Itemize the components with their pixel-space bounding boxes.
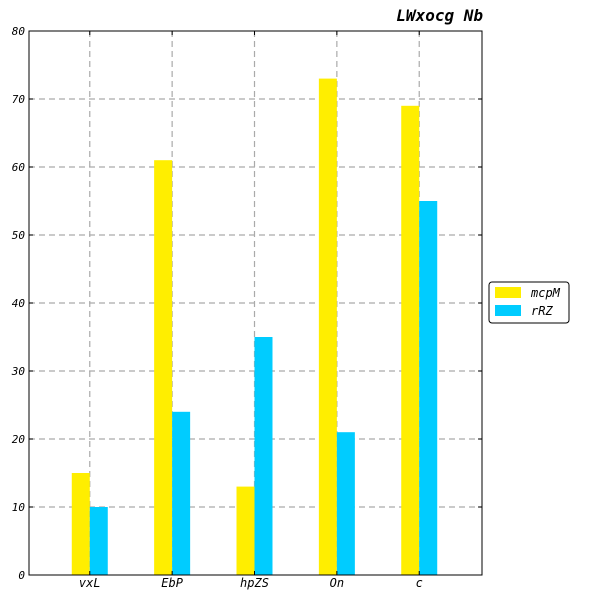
bar-mcpM-vxL xyxy=(72,473,90,575)
bar-mcpM-On xyxy=(319,79,337,575)
legend-label-rRZ: rRZ xyxy=(531,304,553,318)
bar-rRZ-vxL xyxy=(90,507,108,575)
legend-swatch-mcpM xyxy=(495,287,521,298)
y-tick-label: 70 xyxy=(12,93,26,106)
bar-mcpM-hpZS xyxy=(237,487,255,575)
legend-label-mcpM: mcpM xyxy=(530,286,561,300)
chart-title: LWxocg Nb xyxy=(396,6,483,25)
y-tick-label: 40 xyxy=(12,297,26,310)
y-tick-label: 20 xyxy=(12,433,26,446)
legend-swatch-rRZ xyxy=(495,305,521,316)
x-tick-label: c xyxy=(416,576,423,590)
y-tick-label: 10 xyxy=(12,501,26,514)
bar-mcpM-c xyxy=(401,106,419,575)
y-tick-label: 60 xyxy=(12,161,26,174)
bar-rRZ-On xyxy=(337,432,355,575)
bar-mcpM-EbP xyxy=(154,160,172,575)
x-tick-label: On xyxy=(330,576,344,590)
x-tick-label: vxL xyxy=(79,576,101,590)
y-tick-label: 80 xyxy=(12,25,26,38)
legend: mcpM rRZ xyxy=(489,282,569,323)
x-tick-label: EbP xyxy=(161,576,183,590)
y-tick-label: 50 xyxy=(12,229,26,242)
y-tick-label: 30 xyxy=(11,365,26,378)
bar-rRZ-hpZS xyxy=(255,337,273,575)
y-tick-label: 0 xyxy=(18,569,25,582)
x-tick-label: hpZS xyxy=(240,576,269,590)
bar-rRZ-EbP xyxy=(172,412,190,575)
bar-rRZ-c xyxy=(419,201,437,575)
